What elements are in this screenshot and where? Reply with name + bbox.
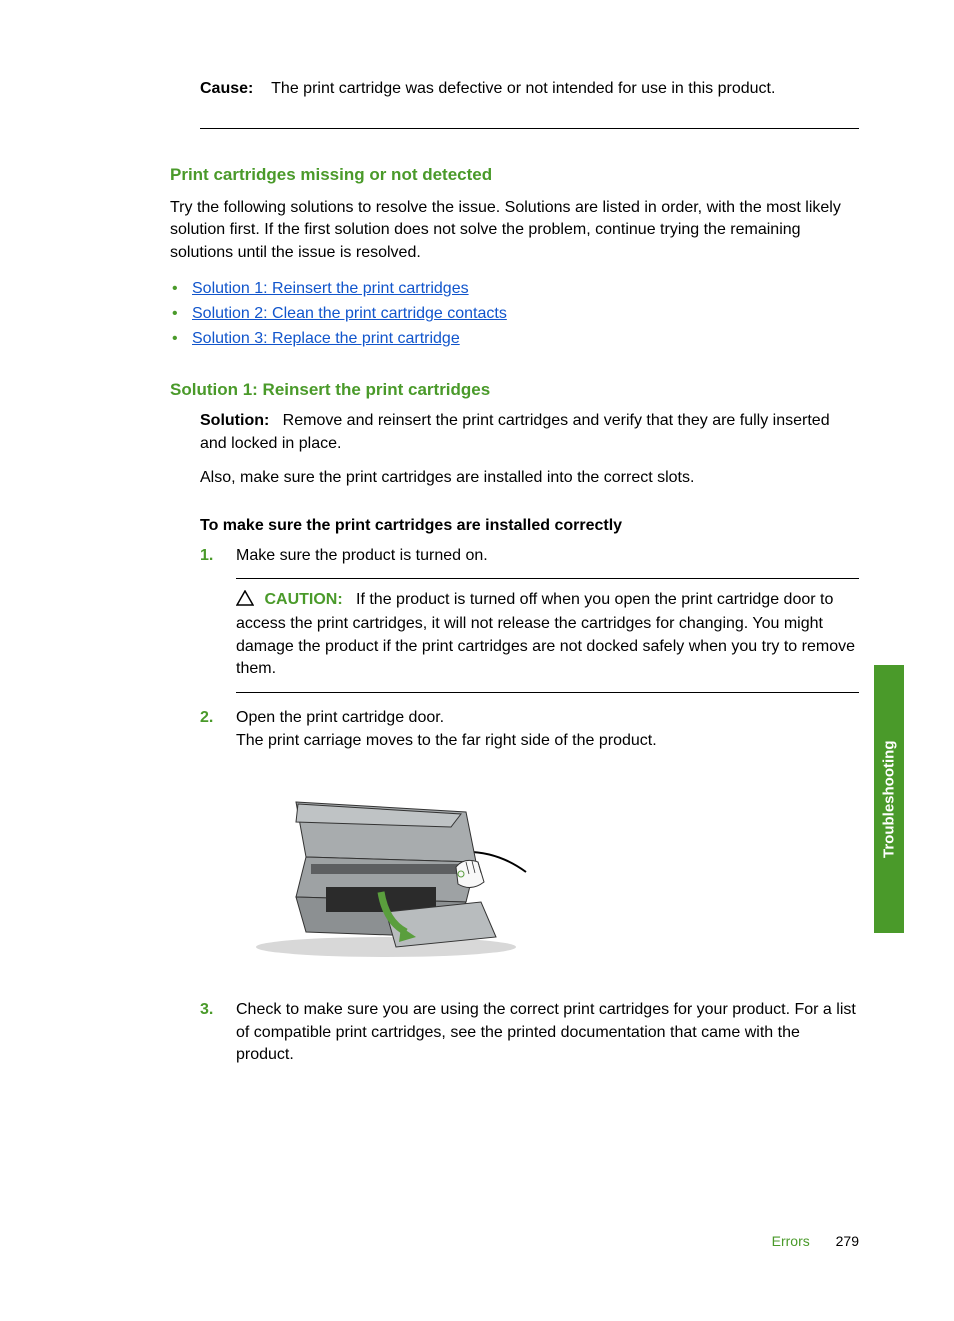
footer-page: 279 xyxy=(836,1233,859,1249)
solution1-heading: Solution 1: Reinsert the print cartridge… xyxy=(170,380,859,400)
cause-text: The print cartridge was defective or not… xyxy=(258,80,776,97)
page-content: Cause: The print cartridge was defective… xyxy=(0,0,954,1141)
solution1-text1: Solution: Remove and reinsert the print … xyxy=(200,410,859,455)
step-2: Open the print cartridge door. The print… xyxy=(200,707,859,969)
solution-link-item: Solution 1: Reinsert the print cartridge… xyxy=(192,280,859,298)
solution-link-1[interactable]: Solution 1: Reinsert the print cartridge… xyxy=(192,280,469,297)
footer-section: Errors xyxy=(772,1233,810,1249)
cause-label: Cause: xyxy=(200,80,253,97)
step-1: Make sure the product is turned on. CAUT… xyxy=(200,545,859,693)
solution-label: Solution: xyxy=(200,412,269,429)
caution-box: CAUTION: If the product is turned off wh… xyxy=(236,578,859,694)
caution-label: CAUTION: xyxy=(264,591,342,608)
solution-link-3[interactable]: Solution 3: Replace the print cartridge xyxy=(192,330,460,347)
steps-list: Make sure the product is turned on. CAUT… xyxy=(200,545,859,1066)
solution1-body: Solution: Remove and reinsert the print … xyxy=(200,410,859,1066)
step-3: Check to make sure you are using the cor… xyxy=(200,999,859,1066)
footer: Errors 279 xyxy=(772,1233,859,1249)
section-heading: Print cartridges missing or not detected xyxy=(170,165,859,185)
caution-icon xyxy=(236,590,254,613)
solution-links: Solution 1: Reinsert the print cartridge… xyxy=(192,280,859,348)
section-intro: Try the following solutions to resolve t… xyxy=(170,197,859,264)
cause-block: Cause: The print cartridge was defective… xyxy=(200,80,859,129)
solution-link-item: Solution 2: Clean the print cartridge co… xyxy=(192,305,859,323)
solution-link-item: Solution 3: Replace the print cartridge xyxy=(192,330,859,348)
solution1-subheading: To make sure the print cartridges are in… xyxy=(200,517,859,535)
solution1-text2: Also, make sure the print cartridges are… xyxy=(200,467,859,489)
printer-figure xyxy=(236,772,859,969)
solution-link-2[interactable]: Solution 2: Clean the print cartridge co… xyxy=(192,305,507,322)
side-tab: Troubleshooting xyxy=(874,665,904,933)
